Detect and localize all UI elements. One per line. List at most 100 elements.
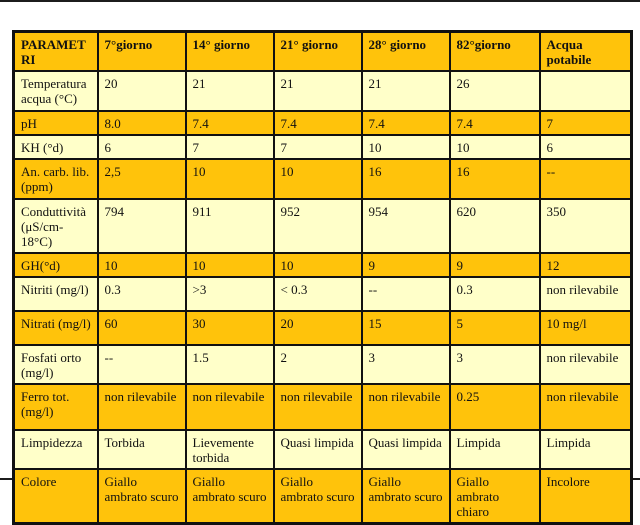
cell-value: 60 <box>96 310 187 346</box>
cell-value: 6 <box>96 134 187 160</box>
cell-value: Quasi limpida <box>360 429 451 470</box>
table-row-nitrati: Nitrati (mg/l) 60 30 20 15 5 10 mg/l <box>12 310 633 346</box>
column-header-day7: 7°giorno <box>96 30 187 72</box>
param-label: Nitriti (mg/l) <box>12 276 99 312</box>
cell-value: -- <box>538 158 633 200</box>
cell-value: Quasi limpida <box>272 429 363 470</box>
header-row: PARAMETRI 7°giorno 14° giorno 21° giorno… <box>12 30 633 72</box>
cell-value: 911 <box>184 198 275 254</box>
cell-value: 16 <box>360 158 451 200</box>
cell-value: 0.3 <box>96 276 187 312</box>
cell-value: 0.3 <box>448 276 541 312</box>
column-header-day21: 21° giorno <box>272 30 363 72</box>
cell-value: 1.5 <box>184 344 275 385</box>
cell-value: 7 <box>272 134 363 160</box>
param-label: pH <box>12 110 99 136</box>
cell-value: non rilevabile <box>538 344 633 385</box>
table-row-conduttivita: Conduttività (μS/cm-18°C) 794 911 952 95… <box>12 198 633 254</box>
param-label: KH (°d) <box>12 134 99 160</box>
cell-value: Giallo ambrato scuro <box>184 468 275 525</box>
water-parameters-table: PARAMETRI 7°giorno 14° giorno 21° giorno… <box>12 30 633 525</box>
cell-value: 10 mg/l <box>538 310 633 346</box>
cell-value: 9 <box>448 252 541 278</box>
param-label: Colore <box>12 468 99 525</box>
param-label: Fosfati orto (mg/l) <box>12 344 99 385</box>
cell-value: 952 <box>272 198 363 254</box>
table-row-nitriti: Nitriti (mg/l) 0.3 >3 < 0.3 -- 0.3 non r… <box>12 276 633 312</box>
cell-value: 3 <box>448 344 541 385</box>
cell-value: 26 <box>448 70 541 112</box>
cell-value: 8.0 <box>96 110 187 136</box>
cell-value: 7.4 <box>184 110 275 136</box>
column-header-day14: 14° giorno <box>184 30 275 72</box>
cell-value: Lievemente torbida <box>184 429 275 470</box>
cell-value: 15 <box>360 310 451 346</box>
frame-line-top <box>0 0 640 2</box>
cell-value: 21 <box>272 70 363 112</box>
cell-value: non rilevabile <box>538 383 633 431</box>
table-row-temperatura: Temperatura acqua (°C) 20 21 21 21 26 <box>12 70 633 112</box>
cell-value: Torbida <box>96 429 187 470</box>
cell-value: Limpida <box>448 429 541 470</box>
cell-value: 20 <box>272 310 363 346</box>
table-row-gh: GH(°d) 10 10 10 9 9 12 <box>12 252 633 278</box>
table-row-ph: pH 8.0 7.4 7.4 7.4 7.4 7 <box>12 110 633 136</box>
cell-value: 7.4 <box>272 110 363 136</box>
cell-value: non rilevabile <box>96 383 187 431</box>
cell-value: 12 <box>538 252 633 278</box>
column-header-day28: 28° giorno <box>360 30 451 72</box>
cell-value: 10 <box>272 252 363 278</box>
cell-value: 9 <box>360 252 451 278</box>
table-row-anidride-carbonica: An. carb. lib. (ppm) 2,5 10 10 16 16 -- <box>12 158 633 200</box>
cell-value: 21 <box>360 70 451 112</box>
cell-value: Giallo ambrato scuro <box>360 468 451 525</box>
param-label: GH(°d) <box>12 252 99 278</box>
cell-value: < 0.3 <box>272 276 363 312</box>
param-label: An. carb. lib. (ppm) <box>12 158 99 200</box>
cell-value: non rilevabile <box>184 383 275 431</box>
cell-value: 7.4 <box>360 110 451 136</box>
cell-value: non rilevabile <box>272 383 363 431</box>
cell-value: 20 <box>96 70 187 112</box>
cell-value: 10 <box>96 252 187 278</box>
cell-value: 620 <box>448 198 541 254</box>
cell-value: 10 <box>184 252 275 278</box>
cell-value: 2 <box>272 344 363 385</box>
cell-value: 30 <box>184 310 275 346</box>
param-label: Nitrati (mg/l) <box>12 310 99 346</box>
cell-value: 10 <box>184 158 275 200</box>
cell-value: -- <box>96 344 187 385</box>
cell-value: 5 <box>448 310 541 346</box>
table-row-fosfati: Fosfati orto (mg/l) -- 1.5 2 3 3 non ril… <box>12 344 633 385</box>
param-label: Ferro tot. (mg/l) <box>12 383 99 431</box>
cell-value: Limpida <box>538 429 633 470</box>
cell-value: -- <box>360 276 451 312</box>
column-header-parametri: PARAMETRI <box>12 30 99 72</box>
cell-value: 794 <box>96 198 187 254</box>
cell-value: 2,5 <box>96 158 187 200</box>
cell-value: 10 <box>360 134 451 160</box>
column-header-acqua-potabile: Acqua potabile <box>538 30 633 72</box>
cell-value: Giallo ambrato scuro <box>272 468 363 525</box>
cell-value: Giallo ambrato chiaro <box>448 468 541 525</box>
cell-value: 0.25 <box>448 383 541 431</box>
cell-value: 16 <box>448 158 541 200</box>
cell-value: Giallo ambrato scuro <box>96 468 187 525</box>
cell-value: Incolore <box>538 468 633 525</box>
table-row-limpidezza: Limpidezza Torbida Lievemente torbida Qu… <box>12 429 633 470</box>
cell-value: 6 <box>538 134 633 160</box>
cell-value: 21 <box>184 70 275 112</box>
cell-value: 3 <box>360 344 451 385</box>
cell-value <box>538 70 633 112</box>
cell-value: non rilevabile <box>360 383 451 431</box>
param-label: Temperatura acqua (°C) <box>12 70 99 112</box>
table-row-colore: Colore Giallo ambrato scuro Giallo ambra… <box>12 468 633 525</box>
cell-value: non rilevabile <box>538 276 633 312</box>
cell-value: 7 <box>184 134 275 160</box>
cell-value: 7 <box>538 110 633 136</box>
table-row-kh: KH (°d) 6 7 7 10 10 6 <box>12 134 633 160</box>
cell-value: 350 <box>538 198 633 254</box>
cell-value: 7.4 <box>448 110 541 136</box>
table-row-ferro: Ferro tot. (mg/l) non rilevabile non ril… <box>12 383 633 431</box>
column-header-day82: 82°giorno <box>448 30 541 72</box>
